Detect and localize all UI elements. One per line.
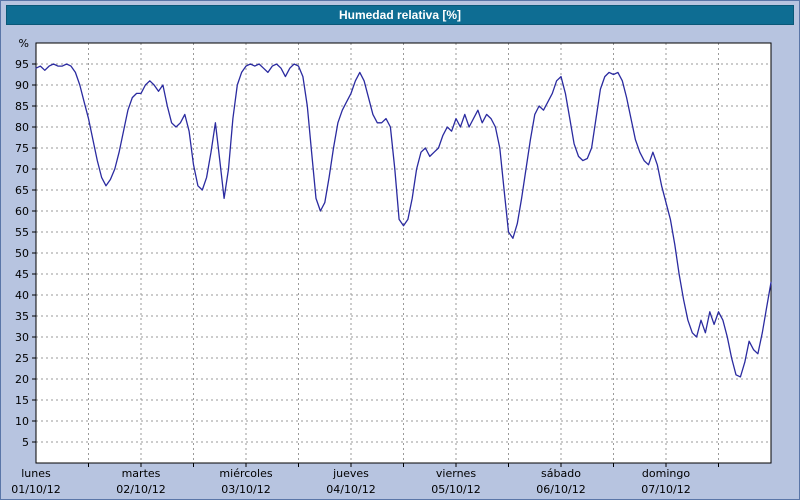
x-day-label: martes	[122, 467, 161, 480]
y-tick-label: 10	[15, 415, 29, 428]
x-date-label: 07/10/12	[641, 483, 690, 496]
y-tick-label: 50	[15, 247, 29, 260]
y-tick-label: 90	[15, 79, 29, 92]
y-tick-label: 55	[15, 226, 29, 239]
y-tick-label: 35	[15, 310, 29, 323]
y-tick-label: 20	[15, 373, 29, 386]
x-day-label: miércoles	[219, 467, 272, 480]
x-date-label: 02/10/12	[116, 483, 165, 496]
x-date-label: 05/10/12	[431, 483, 480, 496]
x-day-label: viernes	[436, 467, 476, 480]
y-tick-label: 80	[15, 121, 29, 134]
humidity-line-chart: 5 10 15 20 25 30 35 40 45 50 55 60 65 70 75 80 85 90 95% lu…	[11, 37, 772, 496]
y-tick-label: 40	[15, 289, 29, 302]
x-day-label: jueves	[332, 467, 369, 480]
y-tick-label: 25	[15, 352, 29, 365]
y-tick-label: 95	[15, 58, 29, 71]
humidity-series-line	[35, 63, 772, 378]
y-tick-label: 45	[15, 268, 29, 281]
x-day-label: lunes	[21, 467, 51, 480]
chart-title: Humedad relativa [%]	[338, 8, 462, 22]
y-tick-label: 65	[15, 184, 29, 197]
x-day-label: domingo	[642, 467, 690, 480]
y-tick-label: 15	[15, 394, 29, 407]
y-tick-label: 85	[15, 100, 29, 113]
y-tick-label: 60	[15, 205, 29, 218]
y-axis-unit-label: %	[19, 37, 29, 50]
plot-border	[35, 42, 772, 464]
y-tick-label: 5	[22, 436, 29, 449]
y-tick-label: 70	[15, 163, 29, 176]
x-date-label: 06/10/12	[536, 483, 585, 496]
chart-title-bar: Humedad relativa [%]	[6, 5, 794, 25]
x-date-label: 03/10/12	[221, 483, 270, 496]
x-date-label: 01/10/12	[11, 483, 60, 496]
x-date-label: 04/10/12	[326, 483, 375, 496]
y-tick-label: 75	[15, 142, 29, 155]
y-tick-label: 30	[15, 331, 29, 344]
x-day-label: sábado	[541, 467, 581, 480]
